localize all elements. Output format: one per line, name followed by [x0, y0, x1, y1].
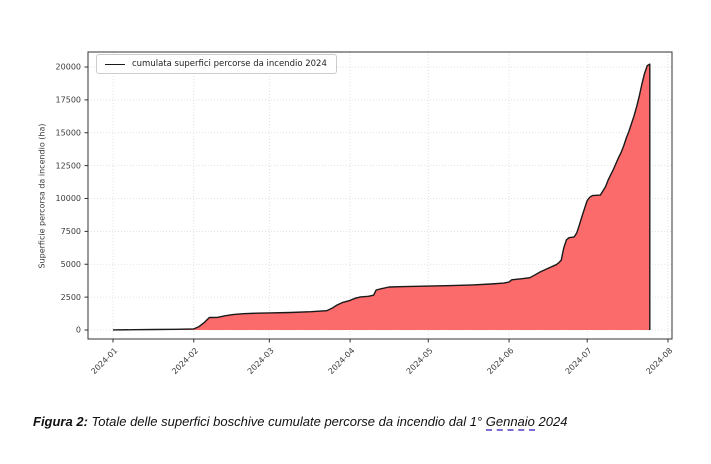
y-tick-label: 2500: [61, 293, 81, 302]
figure-caption-text: Totale delle superfici boschive cumulate…: [87, 414, 486, 429]
y-tick-label: 20000: [56, 63, 81, 72]
x-tick-label: 2024-05: [405, 346, 435, 376]
y-tick-label: 17500: [56, 96, 81, 105]
x-tick-label: 2024-08: [644, 346, 674, 376]
x-tick-label: 2024-03: [246, 346, 276, 376]
cumulative-line: [112, 63, 651, 331]
x-tick-label: 2024-04: [327, 346, 357, 376]
figure-caption-underlined-word: Gennaio: [485, 414, 535, 431]
y-tick-label: 5000: [61, 260, 81, 269]
x-tick-label: 2024-06: [485, 346, 515, 376]
y-tick-label: 12500: [56, 161, 81, 170]
y-tick-label: 15000: [56, 128, 81, 137]
y-tick-label: 0: [76, 326, 81, 335]
burned-area-fill: [113, 64, 650, 330]
x-tick-label: 2024-07: [564, 346, 594, 376]
y-tick-label: 7500: [61, 227, 81, 236]
legend-label: cumulata superfici percorse da incendio …: [132, 59, 327, 69]
figure-caption: Figura 2: Totale delle superfici boschiv…: [33, 414, 693, 431]
y-tick-label: 10000: [56, 194, 81, 203]
x-tick-label: 2024-01: [89, 346, 119, 376]
x-tick-label: 2024-02: [170, 346, 200, 376]
chart-legend: cumulata superfici percorse da incendio …: [96, 54, 337, 74]
y-axis-title: Superficie percorsa da incendio (ha): [37, 123, 47, 269]
figure-caption-label: Figura 2:: [33, 414, 88, 429]
plot-frame: [87, 51, 673, 340]
legend-line-swatch: [105, 63, 125, 65]
figure-caption-year: 2024: [534, 414, 568, 429]
